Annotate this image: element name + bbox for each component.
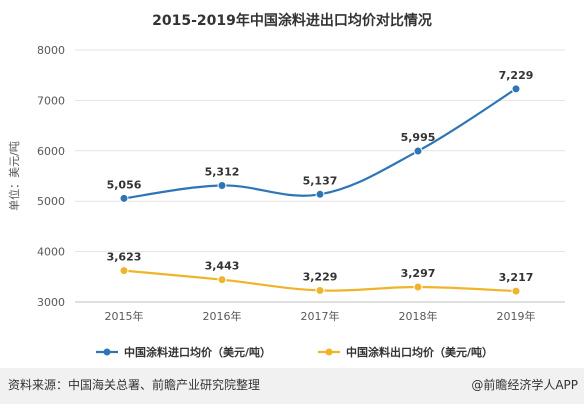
- legend-item: 中国涂料进口均价（美元/吨）: [96, 345, 271, 359]
- x-tick-label: 2018年: [399, 309, 438, 323]
- data-label: 5,312: [205, 165, 240, 178]
- legend: 中国涂料进口均价（美元/吨） 中国涂料出口均价（美元/吨）: [96, 345, 493, 359]
- footer: 资料来源：中国海关总署、前瞻产业研究院整理 @前瞻经济学人APP: [0, 368, 584, 404]
- y-tick-label: 6000: [37, 145, 65, 158]
- data-label: 3,229: [303, 270, 338, 283]
- x-tick-label: 2019年: [497, 309, 536, 323]
- legend-label: 中国涂料出口均价（美元/吨）: [346, 345, 493, 359]
- data-label: 3,443: [205, 260, 240, 273]
- series-export: 3,623 3,443 3,229 3,297 3,217: [107, 251, 534, 296]
- legend-marker: [103, 348, 111, 356]
- line-chart: 3000 4000 5000 6000 7000 8000 2015年 2016年 2017年 2…: [7, 44, 565, 359]
- x-tick-label: 2017年: [301, 309, 340, 323]
- y-tick-label: 8000: [37, 44, 65, 57]
- data-point: [413, 282, 423, 292]
- legend-marker: [325, 348, 333, 356]
- data-label: 5,137: [303, 174, 338, 187]
- chart-title: 2015-2019年中国涂料进出口均价对比情况: [152, 13, 432, 29]
- data-label: 7,229: [499, 69, 534, 82]
- y-tick-label: 5000: [37, 195, 65, 208]
- x-tick-label: 2016年: [203, 309, 242, 323]
- legend-item: 中国涂料出口均价（美元/吨）: [318, 345, 493, 359]
- grid: [75, 49, 565, 253]
- data-point: [217, 180, 227, 190]
- data-label: 3,217: [499, 271, 534, 284]
- legend-label: 中国涂料进口均价（美元/吨）: [124, 345, 271, 359]
- data-point: [315, 189, 325, 199]
- data-point: [511, 286, 521, 296]
- x-tick-label: 2015年: [105, 309, 144, 323]
- data-label: 3,623: [107, 251, 142, 264]
- y-tick-label: 4000: [37, 246, 65, 259]
- data-label: 5,995: [401, 131, 436, 144]
- y-tick-label: 7000: [37, 94, 65, 107]
- data-point: [119, 266, 129, 276]
- series-import: 5,056 5,312 5,137 5,995 7,229: [107, 69, 534, 203]
- data-label: 5,056: [107, 178, 142, 191]
- series-layer: 5,056 5,312 5,137 5,995 7,229 3,623 3,443 3,229…: [107, 69, 534, 296]
- y-tick-label: 3000: [37, 296, 65, 309]
- data-label: 3,297: [401, 267, 436, 280]
- y-axis-label: 单位：美元/吨: [7, 141, 21, 211]
- data-point: [511, 84, 521, 94]
- brand-credit: @前瞻经济学人APP: [471, 378, 578, 392]
- data-point: [217, 275, 227, 285]
- axes: 3000 4000 5000 6000 7000 8000 2015年 2016年 2017年 2…: [7, 44, 565, 323]
- data-point: [119, 193, 129, 203]
- data-point: [413, 146, 423, 156]
- source-note: 资料来源：中国海关总署、前瞻产业研究院整理: [8, 378, 261, 392]
- data-point: [315, 285, 325, 295]
